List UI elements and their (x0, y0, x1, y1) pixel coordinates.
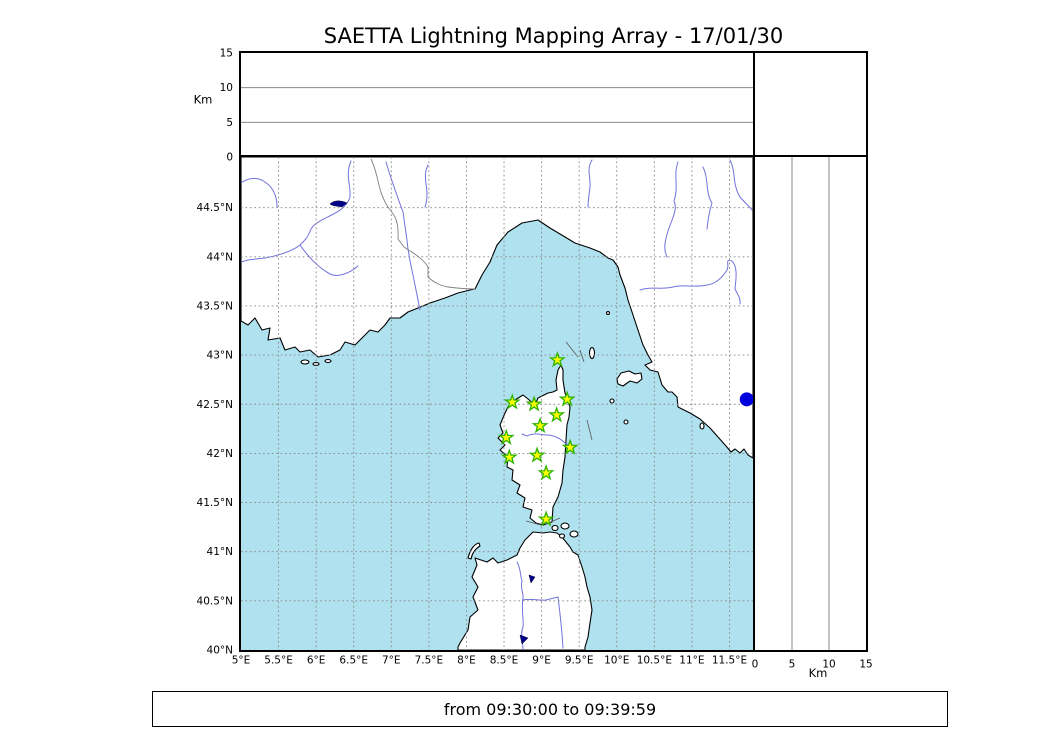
longitude-tick-label: 11°E (679, 655, 704, 667)
latitude-tick-label: 44.5°N (197, 202, 233, 214)
longitude-tick-label: 6.5°E (339, 655, 368, 667)
right-panel-gridlines (791, 157, 830, 650)
station-marker (548, 406, 566, 423)
lake (528, 574, 536, 584)
latitude-tick-label: 42°N (207, 448, 233, 460)
station-marker (548, 351, 566, 368)
arno-river (639, 260, 741, 305)
sea-line (525, 520, 542, 526)
longitude-tick-label: 5°E (232, 655, 251, 667)
station-marker (525, 395, 543, 412)
right-panel-tick-labels: 0 5 10 15 (752, 659, 873, 671)
maddalena-island (551, 524, 559, 532)
station-marker (561, 438, 579, 455)
altitude-tick-label: 0 (752, 659, 759, 671)
river (424, 164, 429, 208)
montecristo-island (623, 419, 629, 425)
continental-coastline (241, 157, 753, 459)
sardinia-island (457, 531, 593, 650)
river (516, 561, 524, 650)
map-tick-labels: 5°E 5.5°E 6°E 6.5°E 7°E 7.5°E 8°E 8.5°E 9°E 9.5°E… (197, 202, 748, 666)
altitude-tick-label: 10 (822, 659, 835, 671)
altitude-tick-label: 5 (789, 659, 796, 671)
capraia-island (588, 346, 596, 360)
river (241, 177, 278, 208)
maddalena-island (569, 530, 579, 538)
altitude-tick-label: 15 (220, 48, 233, 60)
time-range-box: from 09:30:00 to 09:39:59 (152, 691, 948, 727)
station-marker (537, 464, 555, 481)
map-graticule (241, 157, 753, 650)
hyeres-island (324, 358, 332, 364)
lightning-source-dot (739, 392, 753, 407)
river (729, 159, 753, 211)
river (299, 244, 359, 276)
maddalena-island (560, 522, 570, 530)
river (385, 161, 421, 311)
sea-line (565, 341, 579, 358)
river (522, 596, 564, 649)
elba-island (616, 370, 643, 387)
country-border (370, 158, 476, 290)
longitude-tick-label: 7°E (382, 655, 401, 667)
time-range-label: from 09:30:00 to 09:39:59 (443, 699, 657, 719)
map-layer (241, 157, 753, 650)
latitude-tick-label: 40.5°N (197, 595, 233, 607)
gorgona-island (605, 310, 611, 316)
station-marker (528, 446, 546, 463)
lightning-sources (739, 392, 753, 407)
river (587, 159, 593, 208)
latitude-tick-label: 43°N (207, 350, 233, 362)
latitude-tick-label: 41°N (207, 546, 233, 558)
latitude-tick-label: 40°N (207, 645, 233, 657)
lake (519, 634, 529, 645)
station-marker (537, 510, 555, 527)
hyeres-island (300, 359, 310, 365)
panel-altitude-vs-latitude (752, 154, 868, 652)
latitude-tick-label: 42.5°N (197, 399, 233, 411)
page-title: SAETTA Lightning Mapping Array - 17/01/3… (323, 24, 784, 48)
longitude-tick-label: 11.5°E (712, 655, 747, 667)
longitude-tick-label: 7.5°E (415, 655, 444, 667)
asinara-island (467, 542, 481, 560)
altitude-tick-label: 0 (226, 152, 233, 164)
latitude-tick-label: 41.5°N (197, 497, 233, 509)
latitude-tick-label: 44°N (207, 251, 233, 263)
station-marker (500, 448, 518, 465)
altitude-tick-label: 15 (859, 659, 872, 671)
river (664, 161, 679, 258)
panel-altitude-vs-longitude (238, 50, 755, 159)
station-marker (558, 390, 576, 407)
river (702, 166, 713, 230)
altitude-axis-label-right: Km (809, 666, 828, 680)
pianosa-island (609, 398, 615, 404)
station-marker (497, 428, 515, 445)
longitude-tick-label: 5.5°E (264, 655, 293, 667)
top-panel-tick-labels: 0 5 10 15 (220, 48, 233, 164)
latitude-tick-label: 43.5°N (197, 300, 233, 312)
longitude-tick-label: 10°E (604, 655, 629, 667)
giglio-island (699, 422, 705, 430)
longitude-tick-label: 10.5°E (637, 655, 672, 667)
river (241, 160, 352, 263)
station-marker (531, 416, 549, 434)
longitude-tick-label: 8.5°E (490, 655, 519, 667)
golo-river (521, 433, 572, 447)
longitude-tick-label: 6°E (307, 655, 326, 667)
station-markers (497, 351, 579, 527)
sea-line (586, 419, 593, 441)
longitude-tick-label: 9°E (532, 655, 551, 667)
altitude-tick-label: 10 (220, 82, 233, 94)
altitude-axis-label-top: Km (194, 93, 213, 107)
sea-line (579, 349, 585, 363)
station-marker (503, 393, 521, 410)
altitude-tick-label: 5 (226, 117, 233, 129)
maddalena-island (558, 533, 566, 539)
longitude-tick-label: 8°E (457, 655, 476, 667)
longitude-tick-label: 9.5°E (565, 655, 594, 667)
top-panel-gridlines (241, 87, 753, 123)
lake (329, 200, 348, 208)
